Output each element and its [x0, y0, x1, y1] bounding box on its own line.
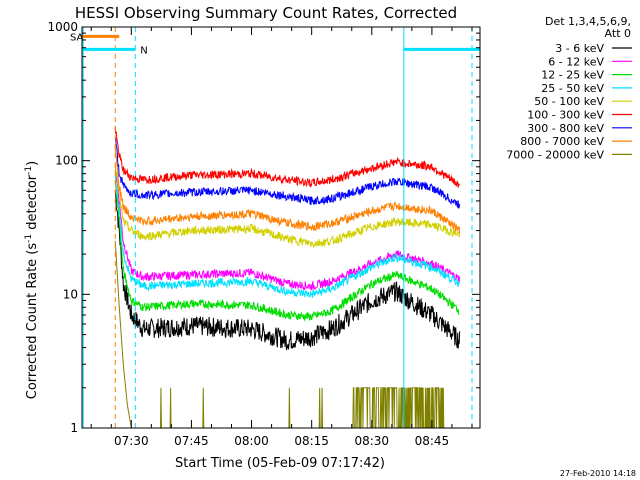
y-tick-label: 100 — [55, 154, 78, 168]
x-tick-label: 07:45 — [174, 434, 209, 448]
y-tick-label: 1000 — [47, 20, 78, 34]
series-layer — [114, 126, 461, 428]
legend-header-line-1: Det 1,3,4,5,6,9, — [545, 15, 631, 28]
series-line — [114, 241, 445, 428]
series-line — [114, 137, 461, 209]
legend-label: 12 - 25 keV — [541, 69, 604, 82]
series-line — [114, 190, 461, 351]
annotation-lines-layer: SA N — [70, 27, 480, 428]
y-axis-label-end: ) — [25, 161, 40, 166]
plot-frame — [81, 26, 481, 429]
legend-label: 800 - 7000 keV — [520, 135, 604, 148]
y-tick-label: 10 — [63, 287, 78, 301]
legend-label: 6 - 12 keV — [548, 55, 604, 68]
x-tick-label: 08:45 — [415, 434, 450, 448]
series-line — [114, 185, 460, 322]
annotation-label: N — [140, 45, 147, 56]
y-axis-label-exponent-2: -1 — [24, 166, 34, 175]
legend-label: 100 - 300 keV — [527, 109, 604, 122]
x-tick-label: 08:30 — [354, 434, 389, 448]
y-axis-label: Corrected Count Rate (s-1 detector-1) — [24, 161, 40, 399]
series-line — [114, 147, 461, 234]
footer-timestamp: 27-Feb-2010 14:18 — [560, 469, 636, 478]
legend-label: 3 - 6 keV — [555, 42, 604, 55]
legend-header-line-2: Att 0 — [605, 27, 631, 40]
series-line — [114, 164, 461, 249]
annotation-label: SA — [70, 32, 84, 43]
y-axis-label-exponent-1: -1 — [24, 234, 34, 243]
legend-label: 50 - 100 keV — [534, 95, 604, 108]
x-tick-label: 08:00 — [234, 434, 269, 448]
series-line — [114, 126, 461, 188]
axes-layer: 1 10 100 1000 07:30 07:45 08:00 08:15 08:30 08:45 — [47, 20, 480, 448]
y-axis-label-main: Corrected Count Rate (s — [25, 243, 40, 400]
legend-label: 7000 - 20000 keV — [506, 148, 604, 161]
series-line — [114, 169, 461, 298]
y-axis-label-middle: detector — [25, 174, 40, 234]
series-line — [114, 164, 461, 291]
y-tick-label: 1 — [70, 421, 78, 435]
x-axis-label: Start Time (05-Feb-09 07:17:42) — [175, 456, 385, 471]
legend-label: 25 - 50 keV — [541, 82, 604, 95]
x-tick-label: 08:15 — [294, 434, 329, 448]
legend-label: 300 - 800 keV — [527, 122, 604, 135]
chart-title: HESSI Observing Summary Count Rates, Cor… — [75, 4, 457, 22]
x-tick-label: 07:30 — [114, 434, 149, 448]
